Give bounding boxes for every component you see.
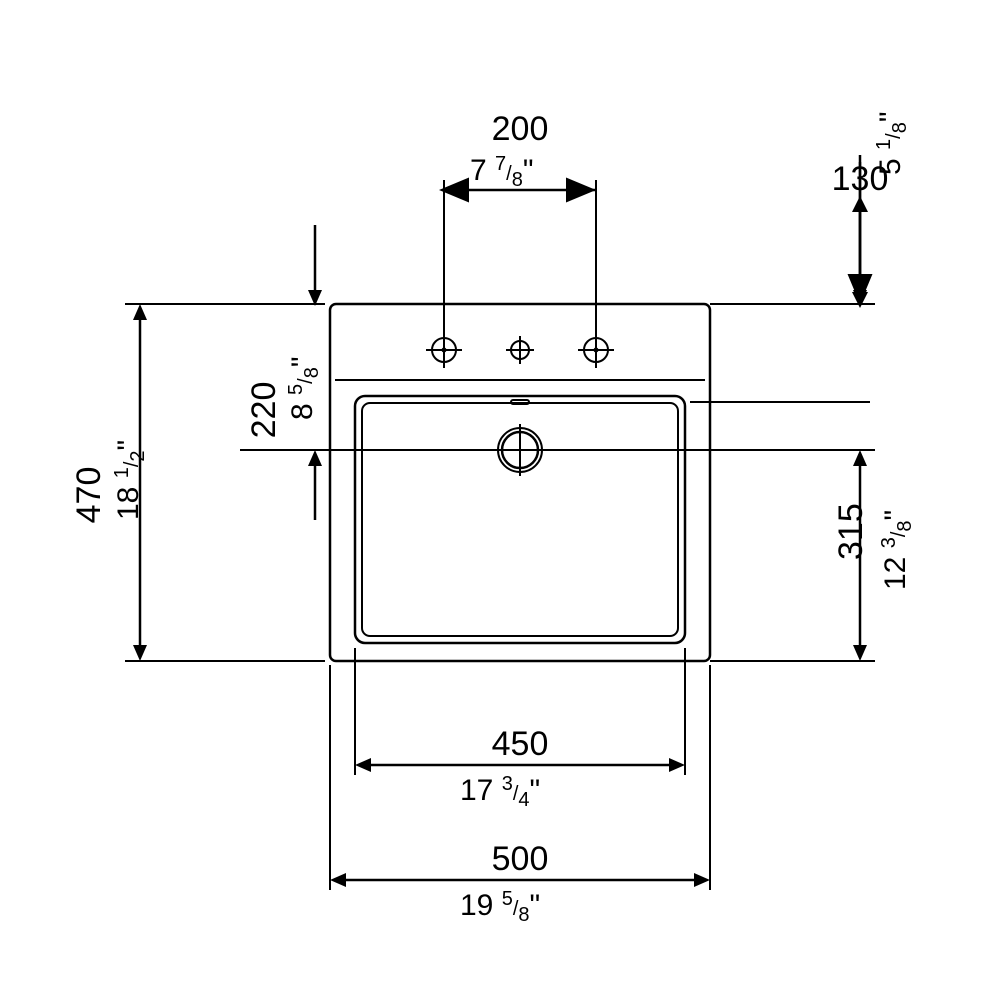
svg-text:8 5/8": 8 5/8" [285, 357, 323, 421]
drain-icon [494, 424, 546, 476]
dim-in-label: 7 7/8" [470, 153, 534, 191]
dim-200: 200 7 7/8" [444, 110, 596, 340]
svg-text:500: 500 [492, 840, 549, 878]
dim-450: 450 17 3/4" [355, 648, 685, 811]
svg-text:12 3/8": 12 3/8" [878, 510, 916, 590]
dim-315: 315 12 3/8" [545, 450, 916, 661]
svg-text:315: 315 [832, 503, 870, 560]
svg-text:220: 220 [245, 382, 283, 439]
svg-text:450: 450 [492, 725, 549, 763]
tap-hole-center [506, 336, 534, 364]
svg-text:18 1/2": 18 1/2" [111, 440, 149, 520]
svg-text:17 3/4": 17 3/4" [460, 773, 540, 811]
technical-drawing: 200 7 7/8" 130 5 1/8" 315 12 3/8" [0, 0, 1000, 1000]
svg-text:19 5/8": 19 5/8" [460, 888, 540, 926]
dim-220: 220 8 5/8" [240, 225, 495, 520]
dim-130: 130 5 1/8" [690, 112, 911, 403]
svg-text:470: 470 [70, 467, 108, 524]
svg-text:5 1/8": 5 1/8" [873, 112, 911, 176]
dim-mm-label: 200 [492, 110, 549, 148]
